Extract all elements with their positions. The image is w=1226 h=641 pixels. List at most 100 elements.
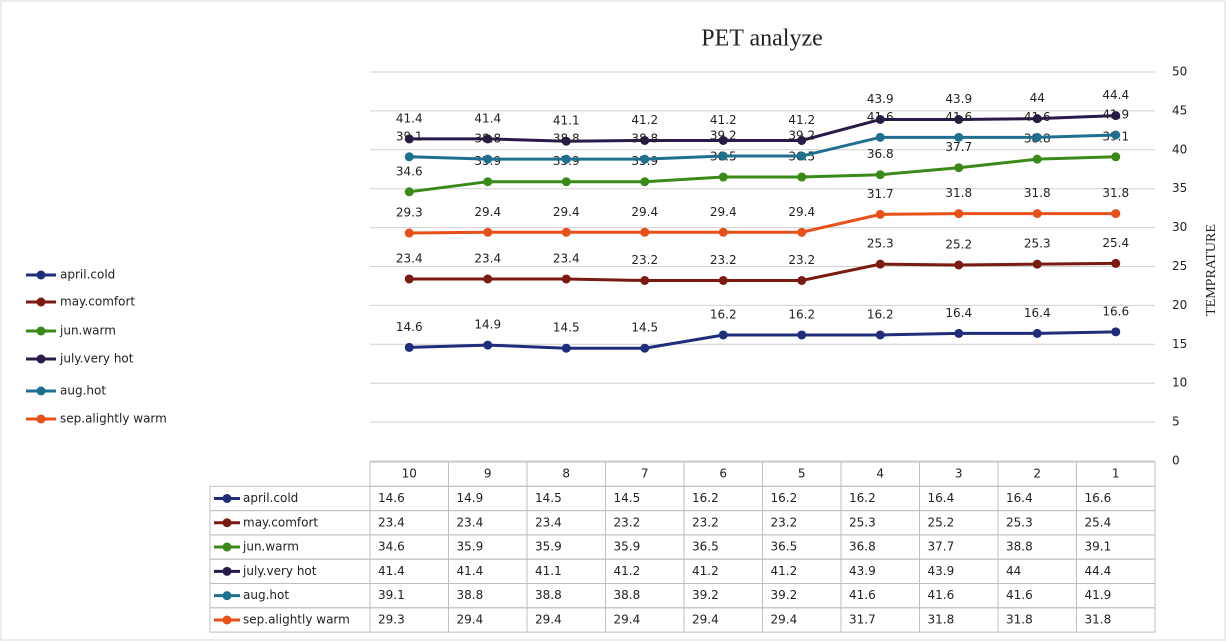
table-cell: 41.4 <box>378 564 405 578</box>
data-point <box>404 274 414 284</box>
table-cell: 34.6 <box>378 540 405 554</box>
legend-swatch-dot <box>36 326 46 336</box>
table-cell: 35.9 <box>535 540 562 554</box>
table-cell: 39.1 <box>378 588 405 602</box>
table-cell: 31.7 <box>849 612 876 626</box>
table-cell: 29.4 <box>535 612 562 626</box>
data-point <box>640 343 650 353</box>
table-series-name: jun.warm <box>242 540 299 554</box>
x-tick-label: 5 <box>798 467 806 481</box>
data-label: 16.4 <box>1024 306 1051 320</box>
data-label: 39.1 <box>396 129 423 143</box>
table-key-dot <box>222 591 232 601</box>
data-label: 23.4 <box>396 251 423 265</box>
table-key-dot <box>222 566 232 576</box>
legend-label: july.very hot <box>59 352 134 366</box>
y-tick-label: 0 <box>1172 454 1180 468</box>
legend-label: sep.alightly warm <box>60 412 167 426</box>
table-cell: 41.6 <box>928 588 955 602</box>
data-label: 29.4 <box>710 205 737 219</box>
data-label: 25.3 <box>1024 237 1051 251</box>
x-tick-label: 2 <box>1033 467 1041 481</box>
data-point <box>483 154 493 164</box>
table-cell: 25.3 <box>849 515 876 529</box>
data-point <box>954 114 964 124</box>
table-cell: 29.3 <box>378 612 405 626</box>
series-line <box>409 330 1116 350</box>
chart-title: PET analyze <box>701 26 823 52</box>
table-cell: 41.2 <box>771 564 798 578</box>
data-point <box>875 330 885 340</box>
data-label: 31.8 <box>945 186 972 200</box>
data-point <box>561 154 571 164</box>
table-cell: 41.6 <box>1006 588 1033 602</box>
data-label: 29.3 <box>396 206 423 220</box>
table-cell: 23.2 <box>771 515 798 529</box>
table-series-name: aug.hot <box>243 588 289 602</box>
table-cell: 16.4 <box>1006 491 1033 505</box>
data-point <box>797 276 807 286</box>
table-cell: 43.9 <box>928 564 955 578</box>
data-point <box>1111 130 1121 140</box>
legend-swatch-dot <box>36 354 46 364</box>
y-tick-label: 50 <box>1172 65 1187 79</box>
x-tick-label: 10 <box>402 467 417 481</box>
table-cell: 41.6 <box>849 588 876 602</box>
data-point <box>875 170 885 180</box>
data-point <box>483 340 493 350</box>
table-cell: 39.2 <box>771 588 798 602</box>
y-axis-label: TEMPRATURE <box>1204 224 1219 316</box>
table-key-dot <box>222 493 232 503</box>
data-label: 41.6 <box>867 110 894 124</box>
data-label: 14.6 <box>396 320 423 334</box>
data-label: 16.2 <box>867 307 894 321</box>
data-point <box>561 274 571 284</box>
data-label: 23.4 <box>553 251 580 265</box>
data-point <box>718 172 728 182</box>
data-label: 41.2 <box>631 113 658 127</box>
data-label: 23.2 <box>631 253 658 267</box>
table-series-name: sep.alightly warm <box>243 612 350 626</box>
data-point <box>483 134 493 144</box>
data-point <box>404 228 414 238</box>
data-label: 44 <box>1030 91 1045 105</box>
table-cell: 38.8 <box>1006 540 1033 554</box>
data-point <box>1111 209 1121 219</box>
data-point <box>404 187 414 197</box>
data-label: 43.9 <box>867 92 894 106</box>
data-label: 29.4 <box>553 205 580 219</box>
table-cell: 23.4 <box>457 515 484 529</box>
data-point <box>954 260 964 270</box>
table-cell: 36.8 <box>849 540 876 554</box>
table-cell: 25.3 <box>1006 515 1033 529</box>
data-label: 38.8 <box>631 132 658 146</box>
data-point <box>1032 209 1042 219</box>
legend-label: april.cold <box>60 268 115 282</box>
table-key-dot <box>222 542 232 552</box>
legend-swatch-dot <box>36 414 46 424</box>
data-point <box>875 209 885 219</box>
table-cell: 25.4 <box>1085 515 1112 529</box>
data-point <box>1032 328 1042 338</box>
table-cell: 35.9 <box>457 540 484 554</box>
data-point <box>483 177 493 187</box>
data-point <box>404 342 414 352</box>
table-key-dot <box>222 518 232 528</box>
table-series-name: july.very hot <box>242 564 317 578</box>
data-label: 25.3 <box>867 237 894 251</box>
table-cell: 37.7 <box>928 540 955 554</box>
legend-label: aug.hot <box>60 384 106 398</box>
data-point <box>561 136 571 146</box>
data-label: 44.4 <box>1102 88 1129 102</box>
table-cell: 23.4 <box>378 515 405 529</box>
x-tick-label: 7 <box>641 467 649 481</box>
data-point <box>483 227 493 237</box>
table-cell: 25.2 <box>928 515 955 529</box>
x-tick-label: 9 <box>484 467 492 481</box>
table-cell: 14.9 <box>457 491 484 505</box>
data-label: 38.8 <box>474 132 501 146</box>
data-point <box>640 154 650 164</box>
table-cell: 43.9 <box>849 564 876 578</box>
data-label: 16.2 <box>788 307 815 321</box>
data-label: 34.6 <box>396 164 423 178</box>
